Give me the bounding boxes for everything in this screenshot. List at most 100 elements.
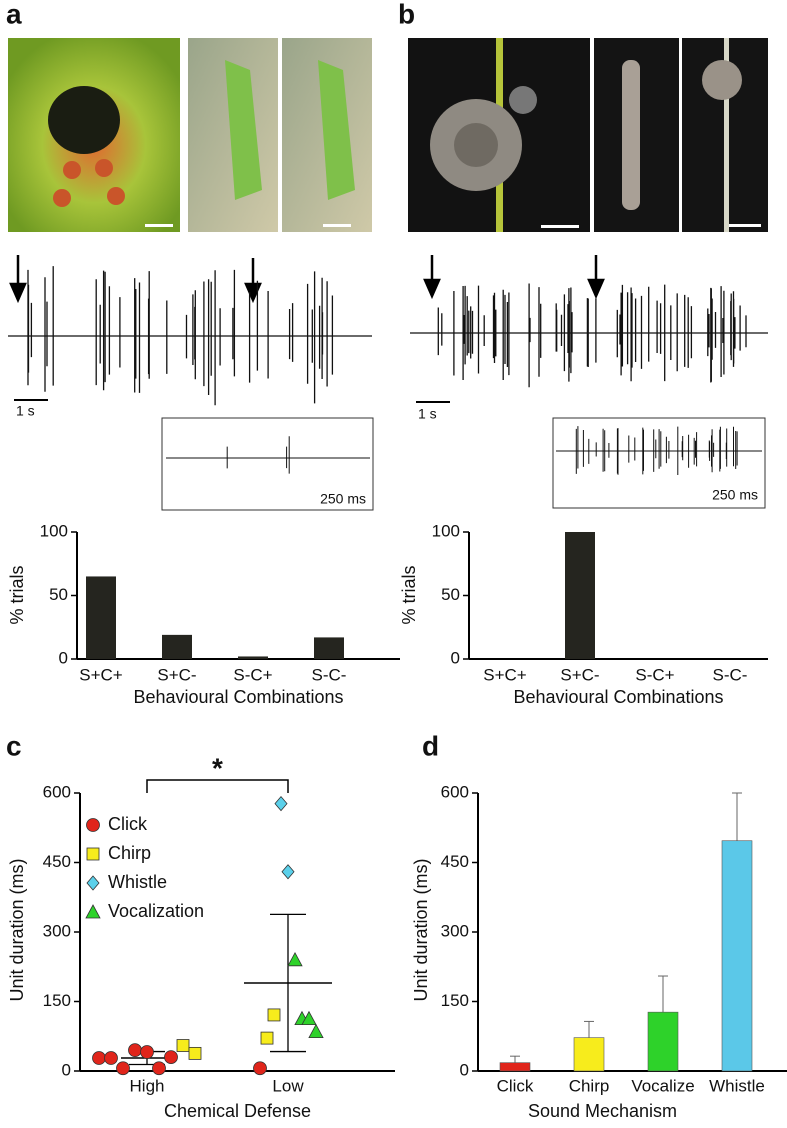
y-tick-label: 300 (43, 921, 71, 940)
arrow-head (9, 282, 27, 304)
y-tick-label: 150 (43, 991, 71, 1010)
time-scale-label: 1 s (418, 406, 437, 422)
waveform (410, 283, 768, 388)
photo-detail (95, 159, 113, 177)
bar (647, 1011, 679, 1072)
legend-label: Vocalization (108, 901, 204, 921)
y-tick-label: 300 (441, 921, 469, 940)
y-axis-title: % trials (7, 565, 27, 624)
arrow-head (244, 282, 262, 304)
x-tick-label: Whistle (709, 1076, 765, 1095)
photo-detail (225, 60, 262, 200)
y-tick-label: 50 (441, 585, 460, 604)
point (92, 1051, 106, 1065)
point (253, 1061, 267, 1076)
inset-scale-label: 250 ms (320, 491, 366, 507)
bar (573, 1037, 605, 1072)
x-tick-label: High (130, 1076, 165, 1095)
y-axis-title: % trials (399, 565, 419, 624)
arrows (9, 255, 605, 304)
bar (86, 576, 116, 659)
x-tick-label: S+C+ (79, 665, 123, 684)
scale-bar (541, 225, 579, 228)
legend-label: Whistle (108, 872, 167, 892)
inset (161, 417, 374, 511)
y-tick-label: 600 (43, 782, 71, 801)
x-axis-title: Behavioural Combinations (513, 687, 723, 707)
legend-marker (86, 847, 100, 861)
point (164, 1050, 178, 1064)
bar (162, 634, 192, 659)
scale-bar (729, 224, 761, 227)
x-axis-title: Sound Mechanism (528, 1101, 677, 1121)
point (308, 1023, 324, 1039)
point (116, 1061, 130, 1076)
inset-scale-label: 250 ms (712, 487, 758, 503)
y-tick-label: 100 (40, 521, 68, 540)
photo-detail (702, 60, 742, 100)
x-tick-label: S-C+ (635, 665, 674, 684)
x-tick-label: Chirp (569, 1076, 610, 1095)
arrow-head (423, 278, 441, 300)
point (267, 1008, 281, 1022)
y-tick-label: 450 (43, 852, 71, 871)
y-tick-label: 50 (49, 585, 68, 604)
x-tick-label: Click (497, 1076, 534, 1095)
bar (314, 637, 344, 659)
y-axis-title: Unit duration (ms) (7, 858, 27, 1001)
photo-detail (107, 187, 125, 205)
panel-label: c (6, 730, 22, 761)
photo-detail (454, 123, 498, 167)
photo-detail (622, 60, 640, 210)
legend-marker (85, 904, 101, 919)
y-tick-label: 0 (62, 1060, 71, 1079)
x-tick-label: S+C- (560, 665, 599, 684)
x-axis-title: Behavioural Combinations (133, 687, 343, 707)
x-tick-label: S+C+ (483, 665, 527, 684)
panel-label: a (6, 0, 22, 29)
legend-marker (86, 875, 100, 891)
legend-label: Chirp (108, 843, 151, 863)
x-tick-label: Vocalize (631, 1076, 694, 1095)
y-tick-label: 0 (460, 1060, 469, 1079)
y-tick-label: 0 (451, 648, 460, 667)
inset-waveform (166, 436, 370, 474)
photo-detail (63, 161, 81, 179)
point (281, 864, 295, 880)
point (152, 1061, 166, 1076)
y-tick-label: 150 (441, 991, 469, 1010)
bar (238, 656, 268, 659)
waveform (8, 266, 372, 406)
inset-waveform (556, 426, 762, 476)
legend-label: Click (108, 814, 148, 834)
bar (721, 840, 753, 1072)
arrow-head (587, 278, 605, 300)
point (176, 1039, 190, 1052)
photo-detail (509, 86, 537, 114)
photo-detail (318, 60, 355, 200)
legend-marker (86, 818, 100, 832)
photo-detail (53, 189, 71, 207)
y-tick-label: 600 (441, 782, 469, 801)
x-tick-label: S+C- (157, 665, 196, 684)
bar (499, 1062, 531, 1072)
y-tick-label: 450 (441, 852, 469, 871)
y-tick-label: 100 (432, 521, 460, 540)
y-axis-title: Unit duration (ms) (411, 858, 431, 1001)
scale-bar (323, 224, 351, 227)
panel-label: d (422, 730, 439, 761)
point (104, 1051, 118, 1065)
point (140, 1045, 154, 1059)
x-tick-label: S-C+ (233, 665, 272, 684)
x-tick-label: S-C- (312, 665, 347, 684)
y-tick-label: 0 (59, 648, 68, 667)
point (188, 1046, 202, 1060)
time-scale-label: 1 s (16, 403, 35, 419)
point (128, 1043, 142, 1058)
photo-detail (48, 86, 120, 154)
significance-bracket (146, 779, 289, 793)
point (301, 1010, 317, 1026)
scale-bar (145, 224, 173, 227)
